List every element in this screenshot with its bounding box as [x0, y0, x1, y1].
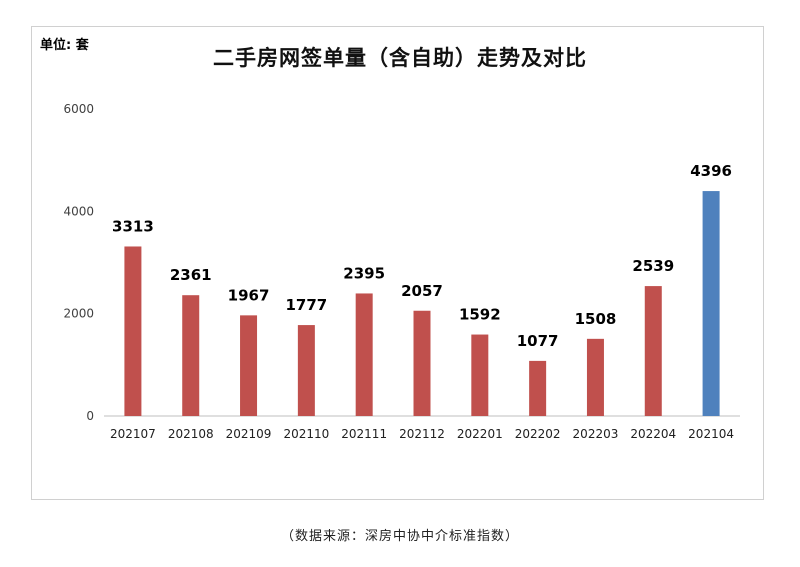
y-tick-label: 0	[86, 409, 94, 423]
bar	[413, 310, 431, 416]
data-label: 1967	[228, 286, 270, 304]
x-tick-label: 202111	[341, 427, 387, 441]
chart-title: 二手房网签单量（含自助）走势及对比	[213, 45, 587, 70]
x-tick-label: 202107	[110, 427, 156, 441]
bar	[240, 315, 258, 416]
data-labels: 3313 2361 1967 1777 2395 2057 1592 1077 1508 2539…	[112, 162, 732, 350]
bar	[586, 338, 604, 416]
x-tick-label: 202108	[168, 427, 214, 441]
bar	[529, 360, 547, 416]
x-tick-label: 202203	[573, 427, 619, 441]
y-tick-label: 6000	[63, 102, 94, 116]
data-label: 4396	[690, 162, 732, 180]
y-tick-label: 2000	[63, 307, 94, 321]
bar	[644, 286, 662, 416]
y-tick-label: 4000	[63, 204, 94, 218]
x-tick-label: 202109	[226, 427, 272, 441]
x-tick-label: 202201	[457, 427, 503, 441]
x-tick-label: 202204	[630, 427, 676, 441]
data-label: 2361	[170, 266, 212, 284]
bar	[297, 325, 315, 416]
x-tick-label: 202202	[515, 427, 561, 441]
x-axis-labels: 202107 202108 202109 202110 202111 202112 2022…	[110, 427, 734, 441]
data-label: 1508	[575, 310, 617, 328]
x-tick-label: 202112	[399, 427, 445, 441]
x-tick-label: 202110	[283, 427, 329, 441]
x-tick-label: 202104	[688, 427, 734, 441]
data-label: 2057	[401, 282, 443, 300]
data-label: 1592	[459, 306, 501, 324]
bar	[702, 191, 720, 416]
bar	[182, 295, 200, 416]
source-note: （数据来源：深房中协中介标准指数）	[280, 529, 519, 544]
data-label: 2539	[632, 257, 674, 275]
data-label: 1077	[517, 332, 559, 350]
bar	[124, 246, 142, 416]
bars	[124, 191, 720, 416]
data-label: 3313	[112, 217, 154, 235]
unit-label: 单位: 套	[40, 38, 89, 53]
bar	[471, 334, 489, 416]
bar	[355, 293, 373, 416]
data-label: 2395	[343, 264, 385, 282]
chart-frame	[31, 26, 764, 500]
data-label: 1777	[285, 296, 327, 314]
y-axis-ticks: 0 2000 4000 6000	[63, 102, 94, 423]
